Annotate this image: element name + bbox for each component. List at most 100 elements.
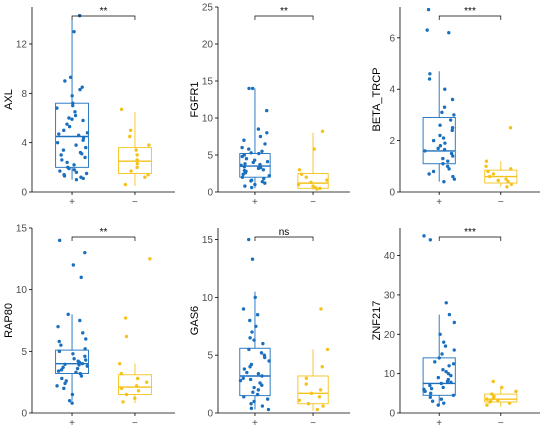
y-tick-label: 25 bbox=[202, 3, 214, 14]
iqr-box bbox=[118, 374, 152, 395]
y-tick-label: 0 bbox=[389, 188, 395, 199]
data-point bbox=[256, 371, 261, 376]
data-point bbox=[447, 312, 452, 317]
data-point bbox=[147, 143, 151, 147]
data-point bbox=[484, 164, 488, 169]
data-point bbox=[431, 138, 436, 143]
data-point bbox=[446, 371, 451, 376]
data-point bbox=[442, 180, 446, 184]
panel-gas6: 0 5 10 15 GAS6 + − ns bbox=[189, 227, 350, 426]
data-point bbox=[250, 257, 255, 261]
data-point bbox=[436, 375, 441, 380]
data-point bbox=[80, 85, 84, 89]
box-minus bbox=[118, 363, 152, 404]
data-point bbox=[58, 169, 62, 173]
data-point bbox=[250, 86, 255, 91]
data-point bbox=[508, 126, 513, 130]
data-point bbox=[506, 180, 510, 184]
y-tick-label: 15 bbox=[16, 224, 28, 235]
data-point bbox=[74, 143, 78, 147]
data-point bbox=[72, 168, 76, 172]
data-point bbox=[304, 175, 308, 179]
y-axis-label: AXL bbox=[3, 89, 15, 110]
data-point bbox=[441, 136, 446, 140]
data-point bbox=[148, 257, 152, 261]
data-point bbox=[450, 128, 454, 133]
data-point bbox=[242, 165, 247, 169]
data-point bbox=[441, 385, 445, 390]
data-point bbox=[73, 110, 77, 114]
data-point bbox=[509, 182, 514, 186]
data-point bbox=[260, 149, 264, 153]
data-point bbox=[71, 103, 75, 108]
data-point bbox=[428, 391, 433, 396]
data-point bbox=[449, 373, 453, 378]
data-point bbox=[257, 151, 261, 156]
data-point bbox=[74, 177, 79, 182]
data-point bbox=[56, 324, 60, 329]
data-point bbox=[135, 161, 140, 166]
data-point bbox=[248, 377, 253, 382]
y-tick-label: 4 bbox=[21, 138, 27, 149]
data-point bbox=[84, 337, 88, 341]
data-point bbox=[438, 144, 443, 148]
y-tick-label: 15 bbox=[202, 235, 214, 246]
data-point bbox=[452, 320, 457, 325]
x-tick-label: + bbox=[69, 418, 75, 426]
data-point bbox=[133, 396, 137, 400]
data-point bbox=[452, 348, 456, 352]
data-point bbox=[136, 389, 141, 393]
data-point bbox=[57, 339, 61, 344]
data-point bbox=[491, 172, 496, 176]
data-point bbox=[429, 386, 434, 391]
data-point bbox=[248, 365, 252, 369]
data-point bbox=[76, 133, 81, 137]
data-point bbox=[59, 153, 63, 157]
data-point bbox=[265, 131, 269, 135]
data-point bbox=[452, 113, 456, 117]
data-point bbox=[81, 138, 85, 142]
data-point bbox=[80, 361, 85, 366]
data-point bbox=[263, 181, 267, 185]
box-plus bbox=[422, 71, 456, 182]
y-tick-label: 10 bbox=[202, 293, 214, 304]
data-point bbox=[247, 86, 251, 91]
data-point bbox=[320, 365, 324, 369]
panel-beta_trcp: 0 2 4 6 BETA_TRCP + − *** bbox=[371, 6, 540, 208]
data-point bbox=[70, 392, 75, 397]
data-point bbox=[441, 162, 445, 166]
data-point bbox=[306, 402, 311, 406]
data-point bbox=[263, 142, 267, 146]
data-point bbox=[61, 148, 66, 152]
data-point bbox=[62, 128, 66, 133]
y-tick-label: 10 bbox=[384, 369, 396, 380]
data-point bbox=[251, 160, 255, 165]
data-point bbox=[442, 401, 446, 405]
y-tick-label: 15 bbox=[202, 77, 214, 88]
x-tick-label: − bbox=[132, 418, 138, 426]
data-point bbox=[244, 157, 249, 161]
data-point bbox=[260, 404, 265, 408]
x-tick-label: − bbox=[132, 197, 138, 208]
data-point bbox=[452, 177, 457, 181]
data-point bbox=[146, 173, 150, 177]
data-point bbox=[241, 172, 245, 176]
data-point bbox=[84, 358, 88, 362]
data-point bbox=[250, 185, 254, 190]
panel-znf217: 0 10 20 30 40 ZNF217 + − *** bbox=[371, 227, 540, 426]
data-point bbox=[304, 382, 308, 386]
significance-bracket bbox=[254, 236, 314, 241]
data-point bbox=[81, 331, 85, 335]
iqr-box bbox=[297, 375, 329, 405]
data-point bbox=[485, 403, 489, 407]
data-point bbox=[443, 344, 448, 348]
data-point bbox=[250, 330, 254, 334]
y-tick-label: 10 bbox=[202, 114, 214, 125]
data-point bbox=[249, 179, 253, 183]
data-point bbox=[135, 153, 139, 157]
significance-bracket bbox=[71, 236, 136, 241]
data-point bbox=[427, 172, 431, 176]
data-point bbox=[446, 159, 450, 163]
data-point bbox=[423, 389, 427, 394]
data-point bbox=[247, 237, 251, 242]
